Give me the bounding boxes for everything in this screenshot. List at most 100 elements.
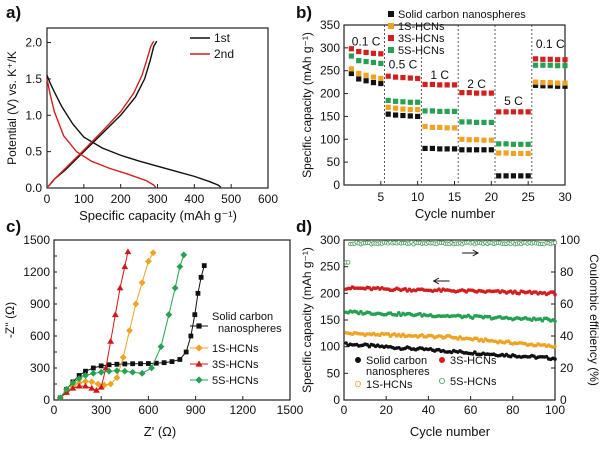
x-tick-label: 25 [521, 190, 535, 204]
data-point-1S-HCNs [400, 106, 406, 112]
data-point-5S-HCNs [532, 62, 539, 68]
data-point-5S-HCNs [385, 97, 391, 104]
data-point-Solid carbon nanospheres [503, 173, 509, 179]
data-point-5S-HCNs [171, 284, 179, 292]
data-point-Solid carbon nanospheres [540, 83, 546, 89]
y-tick-label: 900 [30, 297, 50, 311]
legend-entry: Solid carbon nanospheres [212, 311, 282, 335]
y-tick-label: 250 [320, 260, 340, 274]
data-point-3S-HCNs [496, 109, 502, 115]
legend-swatch [438, 356, 445, 363]
y2-tick-label: 80 [560, 265, 574, 279]
data-point-5S-HCNs [378, 60, 384, 66]
data-point-1S-HCNs [474, 137, 480, 143]
y-axis-label: -Z'' (Ω) [3, 302, 17, 338]
legend-swatch [195, 360, 203, 367]
data-point-3S-HCNs [107, 337, 115, 344]
data-point-1S-HCNs [553, 344, 557, 349]
data-point-3S-HCNs [481, 90, 487, 96]
data-point-5S-HCNs [474, 119, 480, 125]
data-point-Solid carbon nanospheres [138, 361, 143, 367]
data-point-Solid carbon nanospheres [83, 368, 88, 374]
data-point-1S-HCNs [459, 136, 465, 142]
data-point-Solid carbon nanospheres [437, 146, 443, 152]
data-point-Solid carbon nanospheres [451, 146, 458, 152]
x-axis-label: Cycle number [410, 424, 491, 439]
legend-entry: 1S-HCNs [212, 343, 259, 355]
y2-tick-label: 100 [560, 233, 580, 247]
data-point-3S-HCNs [400, 74, 406, 81]
data-point-1S-HCNs [555, 80, 561, 86]
data-point-1S-HCNs [82, 377, 89, 385]
x-tick-label: 15 [448, 190, 462, 204]
data-point-3S-HCNs [444, 82, 450, 88]
data-point-5S-HCNs [370, 59, 377, 66]
data-point-3S-HCNs [370, 50, 377, 56]
series-curve-1st [47, 40, 158, 188]
data-point-Solid carbon nanospheres [459, 147, 465, 153]
right-axis-arrow-head [472, 249, 479, 257]
y-tick-label: 200 [320, 286, 340, 300]
x-tick-label: 60 [464, 403, 478, 417]
data-point-5S-HCNs [165, 311, 173, 319]
data-point-1S-HCNs [429, 124, 435, 130]
data-point-1S-HCNs [126, 327, 133, 335]
legend-swatch [195, 376, 203, 384]
legend-entry: 5S-HCNs [398, 45, 445, 57]
legend-entry: 1S-HCNs [398, 21, 445, 33]
x-tick-label: 10 [411, 190, 425, 204]
data-point-Solid carbon nanospheres [153, 360, 159, 366]
x-tick-label: 600 [258, 192, 278, 206]
panel-d: 0 20 40 60 80 1000501001502002503000204060801… [296, 217, 600, 439]
data-point-5S-HCNs [496, 141, 502, 147]
data-point-5S-HCNs [180, 251, 188, 259]
y-tick-label: 250 [320, 64, 340, 78]
panel-label: d) [296, 217, 312, 236]
x-tick-label: 5 [377, 190, 384, 204]
y-tick-label: 0.0 [25, 181, 42, 195]
y-tick-label: 0.5 [25, 145, 42, 159]
legend-entry: 5S-HCNs [212, 375, 259, 387]
data-point-5S-HCNs [540, 318, 545, 323]
data-point-Solid carbon nanospheres [201, 263, 207, 268]
legend-swatch [388, 23, 394, 29]
legend-entry: Solid carbon nanospheres [398, 9, 526, 21]
panel-c: 0 300 600 900 1200 1500030060090012001500c)Z'… [3, 217, 304, 439]
y-tick-label: 300 [320, 233, 340, 247]
data-point-3S-HCNs [540, 56, 546, 62]
data-point-1S-HCNs [363, 72, 369, 78]
x-tick-label: 20 [485, 190, 499, 204]
data-point-Solid carbon nanospheres [496, 173, 502, 179]
data-point-5S-HCNs [525, 141, 531, 147]
data-point-Solid carbon nanospheres [474, 147, 480, 153]
data-point-1S-HCNs [407, 106, 413, 113]
data-point-Solid carbon nanospheres [555, 83, 561, 89]
data-point-1S-HCNs [138, 279, 146, 287]
data-point-Solid carbon nanospheres [415, 113, 421, 120]
legend-swatch [354, 356, 361, 363]
data-point-3S-HCNs [88, 384, 96, 391]
data-point-1S-HCNs [348, 66, 354, 72]
data-point-1S-HCNs [444, 125, 450, 131]
data-point-5S-HCNs [69, 379, 77, 387]
data-point-3S-HCNs [547, 56, 553, 62]
x-tick-label: 900 [186, 403, 206, 417]
data-point-3S-HCNs [474, 90, 480, 96]
data-point-1S-HCNs [510, 150, 517, 157]
data-point-3S-HCNs [82, 382, 89, 389]
y2-axis-label: Coulombic efficiency (%) [587, 254, 600, 386]
x-tick-label: 0 [51, 403, 58, 417]
x-tick-label: 300 [147, 192, 167, 206]
x-tick-label: 40 [422, 403, 436, 417]
data-point-Solid carbon nanospheres [532, 82, 539, 88]
data-point-5S-HCNs [89, 369, 97, 377]
data-point-5S-HCNs [415, 99, 421, 105]
data-point-3S-HCNs [555, 57, 561, 63]
data-point-5S-HCNs [97, 368, 105, 376]
data-point-1S-HCNs [119, 353, 127, 361]
series-curve-2nd [46, 78, 157, 188]
data-point-3S-HCNs [124, 248, 132, 255]
data-point-3S-HCNs [488, 90, 494, 96]
data-point-3S-HCNs [517, 291, 521, 296]
y-tick-label: 0 [333, 178, 340, 192]
